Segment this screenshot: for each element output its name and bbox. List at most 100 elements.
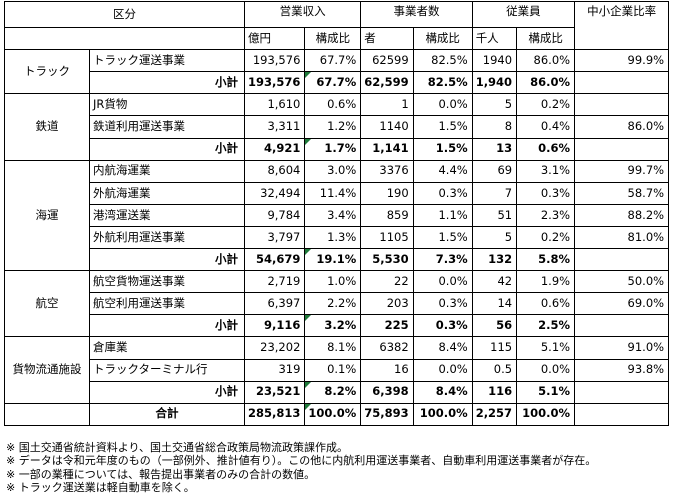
cell-revenue: 32,494 xyxy=(243,181,306,205)
cell-businesses-share: 8.4% xyxy=(412,380,473,404)
cell-sme-ratio: 93.8% xyxy=(574,358,670,382)
header-revenue: 営業収入 xyxy=(243,0,362,29)
cell-sme-ratio: 50.0% xyxy=(574,270,670,294)
header-sme-ratio: 中小企業比率 xyxy=(574,0,670,51)
cell-employees: 8 xyxy=(471,115,518,139)
row-name: 航空貨物運送事業 xyxy=(89,270,245,294)
table-row: 鉄道 JR貨物 1,610 0.6% 1 0.0% 5 0.2% xyxy=(4,93,670,161)
cell-businesses: 5,530 xyxy=(360,248,414,272)
cell-employees-share: 0.3% xyxy=(516,181,576,205)
footnote: ※ データは令和元年度のもの（一部例外、推計値有り）。この他に内航利用運送事業者… xyxy=(6,454,597,468)
cell-businesses: 190 xyxy=(360,181,414,205)
cell-revenue: 23,521 xyxy=(243,380,306,404)
row-name: JR貨物 xyxy=(89,93,245,117)
cell-sme-ratio: 99.7% xyxy=(574,159,670,183)
cell-employees-share: 2.5% xyxy=(516,314,576,338)
total-label: 合計 xyxy=(89,402,245,426)
cell-businesses: 62,599 xyxy=(360,71,414,95)
table-row: 外航利用運送事業 3,797 1.3% 1105 1.5% 5 0.2% 81.… xyxy=(5,225,670,250)
cell-employees: 116 xyxy=(471,380,518,404)
cell-revenue-share: 1.0% xyxy=(304,270,362,294)
cell-businesses: 3376 xyxy=(360,159,414,183)
total-row: 合計 285,813 100.0% 75,893 100.0% 2,257 10… xyxy=(4,402,670,426)
cell-employees-share: 2.3% xyxy=(516,203,576,227)
cell-revenue: 23,202 xyxy=(243,336,306,360)
cell-businesses: 225 xyxy=(360,314,414,338)
cell-revenue-share: 67.7% xyxy=(304,49,362,73)
cell-sme-ratio: 99.9% xyxy=(574,49,670,73)
cell-employees: 13 xyxy=(471,137,518,161)
cell-businesses-share: 1.5% xyxy=(412,115,473,139)
cell-employees-share: 1.9% xyxy=(516,270,576,294)
cell-revenue: 4,921 xyxy=(243,137,306,161)
cell-employees: 132 xyxy=(471,248,518,272)
cell-businesses-share: 8.4% xyxy=(412,336,473,360)
cell-businesses-share: 0.0% xyxy=(412,93,473,117)
cell-employees-share: 0.0% xyxy=(516,358,576,382)
cell-employees-share: 5.1% xyxy=(516,380,576,404)
subtotal-label: 小計 xyxy=(89,248,245,272)
cell-employees-share: 5.8% xyxy=(516,248,576,272)
subtotal-label: 小計 xyxy=(89,137,245,161)
cell-revenue: 1,610 xyxy=(243,93,306,117)
subtotal-label: 小計 xyxy=(89,71,245,95)
cell-revenue-share: 3.0% xyxy=(304,159,362,183)
subtotal-row: 小計 4,921 1.7% 1,141 1.5% 13 0.6% xyxy=(5,137,670,161)
table-row: 外航海運業 32,494 11.4% 190 0.3% 7 0.3% 58.7% xyxy=(5,181,670,205)
cell-revenue-share: 100.0% xyxy=(304,402,362,426)
cell-revenue: 193,576 xyxy=(243,49,306,73)
cell-employees-share: 0.6% xyxy=(516,137,576,161)
cell-businesses: 859 xyxy=(360,203,414,227)
cell-businesses-share: 0.3% xyxy=(412,314,473,338)
cell-businesses-share: 0.3% xyxy=(412,181,473,205)
cell-businesses-share: 7.3% xyxy=(412,248,473,272)
table-row: 港湾運送業 9,784 3.4% 859 1.1% 51 2.3% 88.2% xyxy=(5,203,670,227)
cell-employees: 115 xyxy=(471,336,518,360)
cell-revenue: 54,679 xyxy=(243,248,306,272)
header-share-businesses: 構成比 xyxy=(412,27,473,51)
cell-employees: 7 xyxy=(471,181,518,205)
cell-businesses: 1105 xyxy=(360,225,414,250)
cell-employees: 1940 xyxy=(471,49,518,73)
cell-businesses-share: 82.5% xyxy=(412,49,473,73)
cell-employees: 51 xyxy=(471,203,518,227)
row-name: 内航海運業 xyxy=(89,159,245,183)
cell-sme-ratio: 81.0% xyxy=(574,225,670,250)
cell-sme-ratio: 69.0% xyxy=(574,292,670,316)
cell-employees-share: 0.2% xyxy=(516,225,576,250)
subtotal-row: 小計 54,679 19.1% 5,530 7.3% 132 5.8% xyxy=(5,248,670,272)
row-name: 外航海運業 xyxy=(89,181,245,205)
cell-sme-ratio xyxy=(574,93,670,117)
subtotal-row: 小計 193,576 67.7% 62,599 82.5% 1,940 86.0… xyxy=(5,71,670,95)
header-unit-employees: 千人 xyxy=(471,27,518,51)
cell-businesses-share: 0.3% xyxy=(412,292,473,316)
cell-sme-ratio: 91.0% xyxy=(574,336,670,360)
cell-businesses: 6382 xyxy=(360,336,414,360)
header-share-revenue: 構成比 xyxy=(304,27,362,51)
group-label-rail: 鉄道 xyxy=(4,93,90,161)
cell-employees-share: 86.0% xyxy=(516,71,576,95)
header-category-blank xyxy=(4,27,245,51)
cell-sme-ratio xyxy=(574,402,670,426)
cell-employees: 42 xyxy=(471,270,518,294)
cell-revenue-share: 19.1% xyxy=(304,248,362,272)
cell-employees: 0.5 xyxy=(471,358,518,382)
cell-revenue-share: 0.6% xyxy=(304,93,362,117)
cell-employees-share: 3.1% xyxy=(516,159,576,183)
table-row: トラック トラック運送事業 193,576 67.7% 62599 82.5% … xyxy=(4,49,670,95)
total-blank xyxy=(4,402,90,426)
cell-revenue: 9,784 xyxy=(243,203,306,227)
cell-employees-share: 0.2% xyxy=(516,93,576,117)
subtotal-label: 小計 xyxy=(89,314,245,338)
cell-businesses-share: 1.5% xyxy=(412,225,473,250)
cell-businesses-share: 0.0% xyxy=(412,270,473,294)
cell-revenue-share: 1.7% xyxy=(304,137,362,161)
cell-sme-ratio: 58.7% xyxy=(574,181,670,205)
table-row: 貨物流通施設 倉庫業 23,202 8.1% 6382 8.4% 115 5.1… xyxy=(4,336,670,404)
cell-revenue-share: 0.1% xyxy=(304,358,362,382)
cell-revenue: 319 xyxy=(243,358,306,382)
row-name: 鉄道利用運送事業 xyxy=(89,115,245,139)
footnote: ※ 一部の業種については、報告提出事業者のみの合計の数値。 xyxy=(6,467,316,481)
cell-businesses: 75,893 xyxy=(360,402,414,426)
subtotal-row: 小計 23,521 8.2% 6,398 8.4% 116 5.1% xyxy=(5,380,670,404)
